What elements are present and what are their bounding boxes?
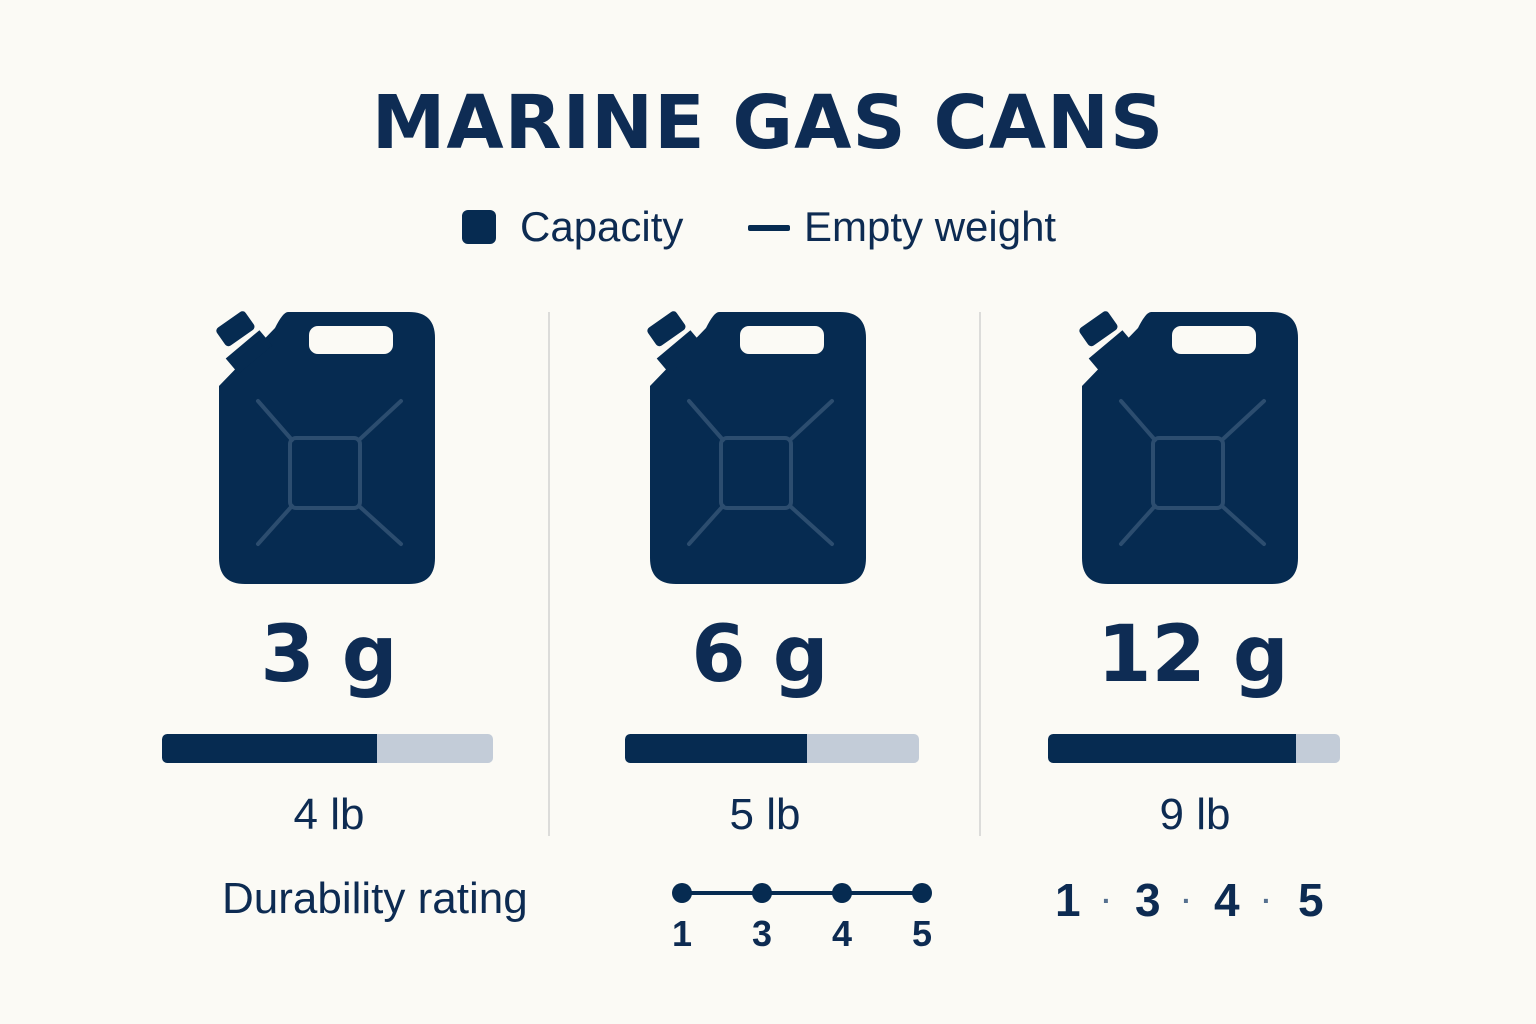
weight-bar-fill bbox=[1048, 734, 1297, 763]
jerry-can-icon bbox=[643, 307, 868, 586]
durability-scale-dot bbox=[672, 883, 692, 903]
weight-bar-fill bbox=[162, 734, 378, 763]
legend-empty-weight-label: Empty weight bbox=[804, 203, 1057, 250]
capacity-value: 12 g bbox=[1097, 610, 1289, 700]
legend: Capacity Empty weight bbox=[0, 200, 1536, 260]
capacity-value: 6 g bbox=[691, 610, 829, 700]
durability-separator: · bbox=[1102, 885, 1112, 916]
durability-value: 5 bbox=[1298, 874, 1324, 926]
durability-scale-tick-label: 5 bbox=[912, 913, 932, 954]
capacity-value: 3 g bbox=[260, 610, 398, 700]
durability-value: 4 bbox=[1214, 874, 1240, 926]
durability-label: Durability rating bbox=[222, 874, 528, 923]
jerry-can-icon bbox=[212, 307, 437, 586]
legend-capacity-label: Capacity bbox=[520, 203, 684, 250]
weight-value: 5 lb bbox=[729, 790, 801, 839]
durability-scale-tick-label: 4 bbox=[832, 913, 852, 954]
weight-bar-track bbox=[625, 734, 919, 763]
weight-bar-fill bbox=[625, 734, 808, 763]
durability-value: 1 bbox=[1055, 874, 1081, 926]
weight-value: 9 lb bbox=[1159, 790, 1231, 839]
durability-scale-tick-label: 3 bbox=[752, 913, 772, 954]
durability-value: 3 bbox=[1135, 874, 1161, 926]
durability-separator: · bbox=[1262, 885, 1272, 916]
weight-bar-track bbox=[1048, 734, 1340, 763]
durability-scale-dot bbox=[752, 883, 772, 903]
chart-title: MARINE GAS CANS bbox=[371, 80, 1165, 166]
column-divider bbox=[548, 312, 550, 836]
durability-scale: 1 3 4 5 bbox=[672, 883, 932, 954]
column-divider bbox=[979, 312, 981, 836]
durability-scale-dot bbox=[832, 883, 852, 903]
weight-bar-track bbox=[162, 734, 493, 763]
durability-scale-tick-label: 1 bbox=[672, 913, 692, 954]
jerry-can-icon bbox=[1075, 307, 1300, 586]
legend-capacity-swatch bbox=[462, 210, 496, 244]
durability-scale-dot bbox=[912, 883, 932, 903]
durability-inline-values: 1 · 3 · 4 · 5 bbox=[1040, 873, 1350, 933]
weight-value: 4 lb bbox=[293, 790, 365, 839]
legend-empty-weight-swatch bbox=[748, 225, 790, 231]
durability-separator: · bbox=[1182, 885, 1192, 916]
